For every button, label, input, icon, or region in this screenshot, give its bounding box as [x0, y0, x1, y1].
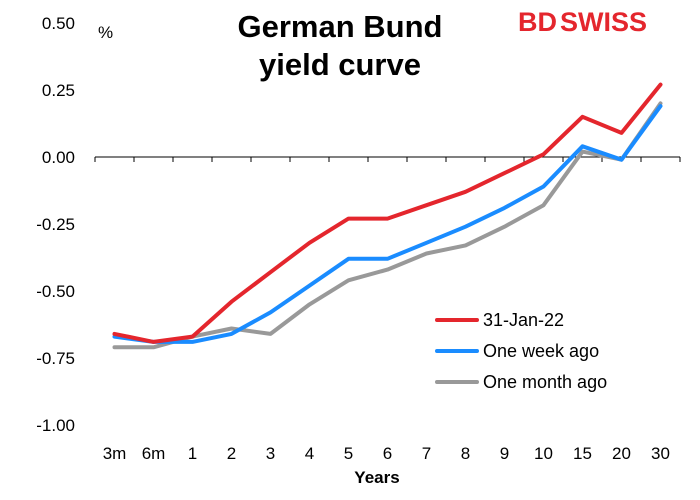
series-line-3 [112, 101, 663, 350]
series-lines [112, 82, 663, 350]
x-tick-label: 15 [573, 444, 592, 463]
x-tick-label: 20 [612, 444, 631, 463]
y-unit-label: % [98, 23, 113, 42]
logo-bd-text: BD [518, 7, 557, 37]
x-tick-label: 7 [422, 444, 431, 463]
x-axis-title: Years [354, 468, 399, 487]
legend: 31-Jan-22 One week ago One month ago [435, 310, 607, 392]
x-tick-label: 3m [103, 444, 127, 463]
chart-title-line-2: yield curve [259, 47, 421, 82]
x-tick-label: 5 [344, 444, 353, 463]
x-tick-label: 8 [461, 444, 470, 463]
x-tick-label: 2 [227, 444, 236, 463]
x-tick-label: 6m [142, 444, 166, 463]
y-tick-label: 0.00 [42, 148, 75, 167]
bdswiss-logo: BD SWISS [518, 7, 647, 37]
y-tick-label: 0.50 [42, 14, 75, 33]
x-tick-label: 6 [383, 444, 392, 463]
series-line-2 [112, 104, 663, 344]
y-tick-label: -0.75 [36, 349, 75, 368]
x-tick-label: 10 [534, 444, 553, 463]
logo-swiss-text: SWISS [560, 7, 647, 37]
x-tick-label: 3 [266, 444, 275, 463]
y-tick-label: -0.50 [36, 282, 75, 301]
legend-label: One week ago [483, 341, 599, 361]
y-tick-label: 0.25 [42, 81, 75, 100]
x-tick-label: 9 [500, 444, 509, 463]
x-axis [94, 156, 681, 162]
y-tick-label: -0.25 [36, 215, 75, 234]
y-tick-label: -1.00 [36, 416, 75, 435]
series-line-1 [112, 82, 663, 344]
x-tick-label: 1 [188, 444, 197, 463]
x-tick-label: 30 [651, 444, 670, 463]
x-axis-tick-labels: 3m 6m 1 2 3 4 5 6 7 8 9 10 15 20 30 [103, 444, 670, 463]
legend-label: One month ago [483, 372, 607, 392]
chart-title-line-1: German Bund [238, 9, 443, 44]
x-tick-label: 4 [305, 444, 314, 463]
y-axis-tick-labels: 0.50 0.25 0.00 -0.25 -0.50 -0.75 -1.00 [36, 14, 75, 435]
legend-label: 31-Jan-22 [483, 310, 564, 330]
